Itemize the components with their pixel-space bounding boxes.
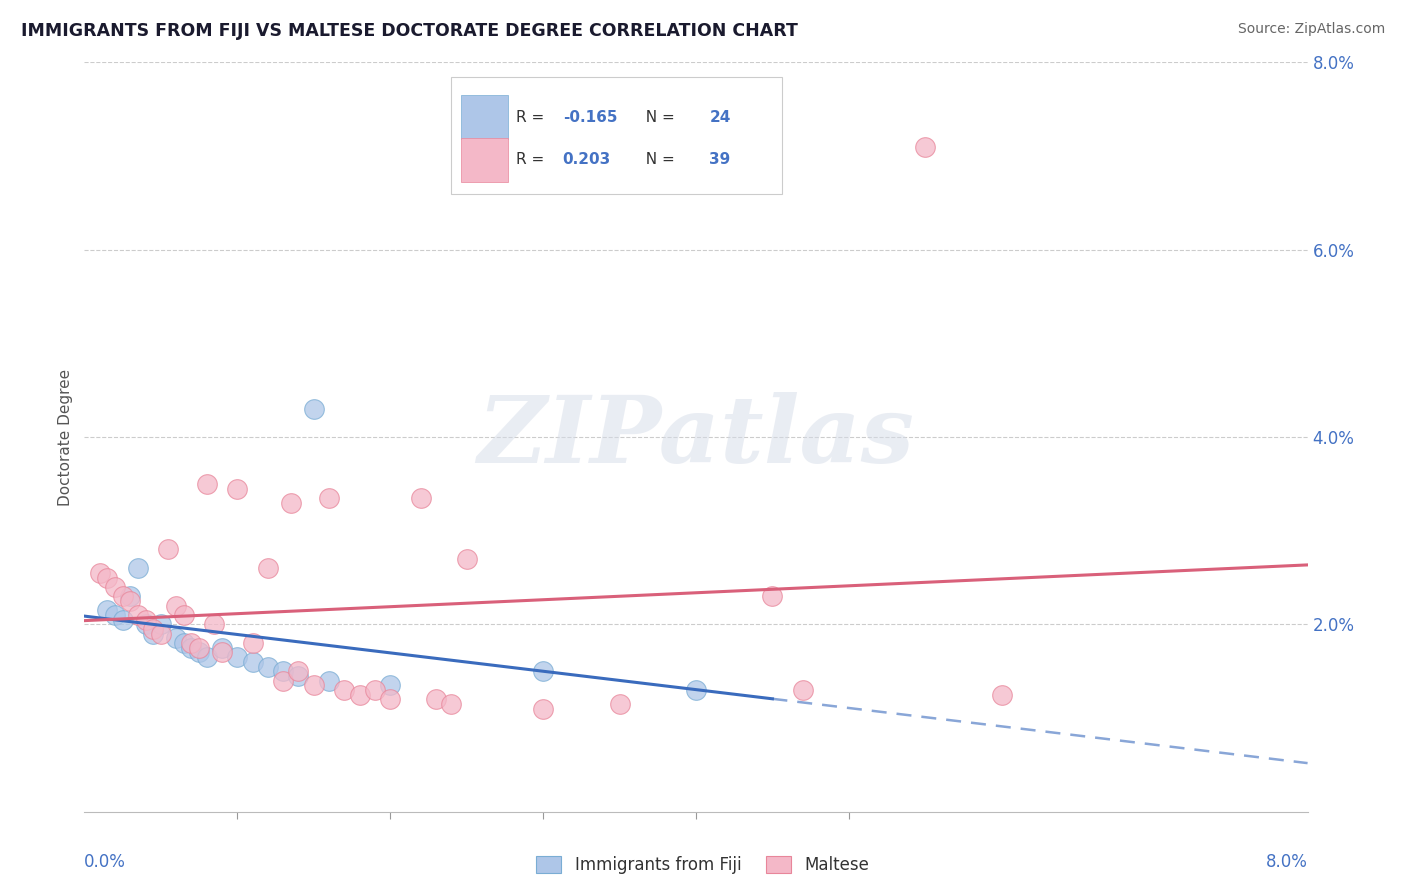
Text: -0.165: -0.165 [562, 110, 617, 125]
Point [127, 608, 149, 623]
Point [173, 608, 195, 623]
Point [96, 571, 118, 585]
Point [364, 683, 387, 698]
Point [142, 622, 165, 636]
Point [135, 617, 157, 632]
Legend: Immigrants from Fiji, Maltese: Immigrants from Fiji, Maltese [531, 851, 875, 880]
Text: 39: 39 [710, 153, 731, 168]
Point [195, 476, 218, 491]
Point [456, 551, 478, 566]
Point [104, 580, 127, 594]
Point [226, 650, 249, 665]
Point [180, 640, 202, 655]
Point [280, 496, 302, 510]
Point [157, 542, 180, 557]
Point [257, 659, 280, 673]
Text: 0.0%: 0.0% [84, 853, 127, 871]
FancyBboxPatch shape [461, 138, 508, 182]
Point [440, 697, 463, 711]
Text: 24: 24 [710, 110, 731, 125]
Point [318, 491, 340, 505]
Point [531, 701, 554, 715]
Point [211, 640, 233, 655]
Point [349, 688, 371, 702]
Point [333, 683, 356, 698]
Point [202, 617, 225, 632]
Point [257, 561, 280, 575]
FancyBboxPatch shape [451, 78, 782, 194]
Text: N =: N = [636, 110, 679, 125]
Text: R =: R = [516, 153, 550, 168]
Point [409, 491, 432, 505]
Point [96, 603, 118, 617]
Point [761, 590, 783, 604]
Point [425, 692, 447, 706]
Point [380, 692, 402, 706]
Point [180, 636, 202, 650]
Point [991, 688, 1014, 702]
Point [271, 673, 294, 688]
Point [242, 655, 264, 669]
Text: ZIPatlas: ZIPatlas [478, 392, 914, 482]
Point [914, 140, 936, 154]
Point [149, 626, 172, 640]
Point [135, 613, 157, 627]
Text: N =: N = [636, 153, 679, 168]
Point [127, 561, 149, 575]
Point [111, 590, 134, 604]
Point [287, 664, 309, 679]
Point [149, 617, 172, 632]
Text: 8.0%: 8.0% [1265, 853, 1308, 871]
Point [188, 646, 211, 660]
Point [271, 664, 294, 679]
Point [287, 669, 309, 683]
Point [104, 608, 127, 623]
Point [226, 482, 249, 496]
Point [531, 664, 554, 679]
Point [120, 594, 142, 608]
Point [211, 646, 233, 660]
Y-axis label: Doctorate Degree: Doctorate Degree [58, 368, 73, 506]
Point [165, 632, 187, 646]
Point [165, 599, 187, 613]
Point [242, 636, 264, 650]
Point [142, 626, 165, 640]
Point [89, 566, 111, 580]
FancyBboxPatch shape [461, 95, 508, 139]
Point [318, 673, 340, 688]
Point [120, 590, 142, 604]
Point [302, 678, 325, 692]
Text: Source: ZipAtlas.com: Source: ZipAtlas.com [1237, 22, 1385, 37]
Point [792, 683, 814, 698]
Text: 0.203: 0.203 [562, 153, 610, 168]
Point [302, 401, 325, 416]
Text: R =: R = [516, 110, 550, 125]
Point [188, 640, 211, 655]
Point [685, 683, 707, 698]
Point [195, 650, 218, 665]
Point [111, 613, 134, 627]
Point [380, 678, 402, 692]
Point [173, 636, 195, 650]
Text: IMMIGRANTS FROM FIJI VS MALTESE DOCTORATE DEGREE CORRELATION CHART: IMMIGRANTS FROM FIJI VS MALTESE DOCTORAT… [21, 22, 799, 40]
Point [609, 697, 631, 711]
